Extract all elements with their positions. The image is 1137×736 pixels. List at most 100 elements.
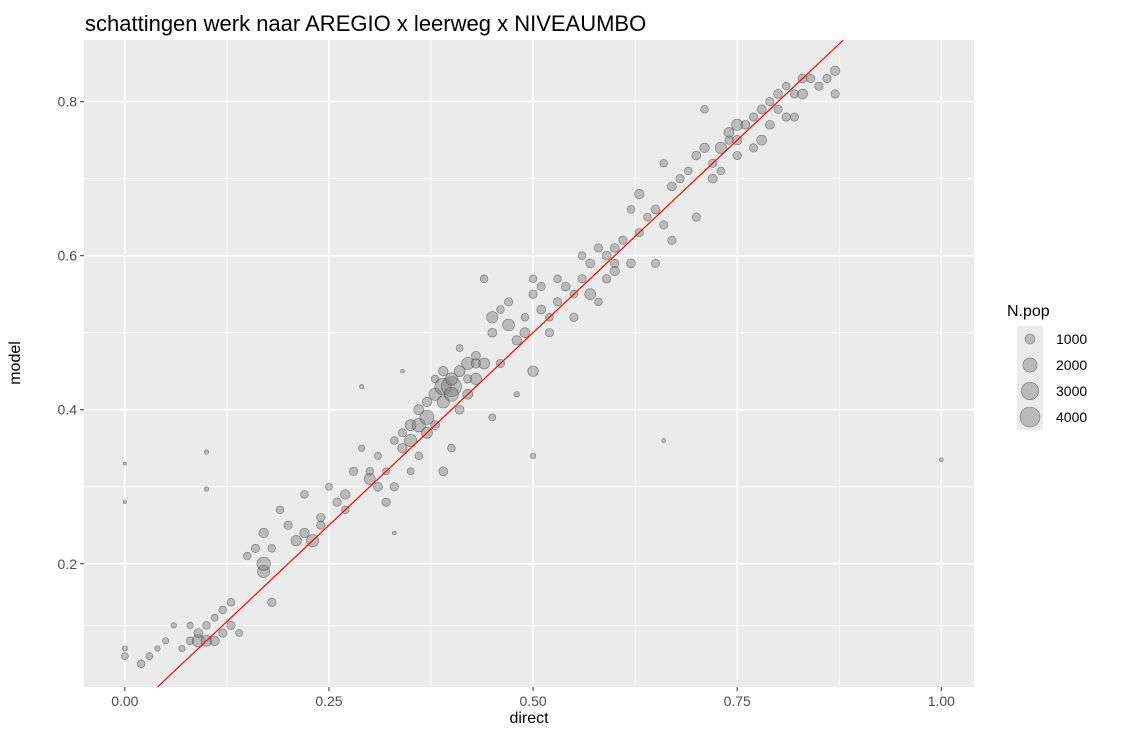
reference-line-identity bbox=[157, 39, 844, 688]
data-point bbox=[218, 628, 228, 638]
data-point bbox=[602, 274, 612, 284]
data-point bbox=[404, 419, 417, 431]
data-point bbox=[185, 636, 195, 645]
data-point bbox=[413, 404, 425, 416]
data-point bbox=[170, 622, 177, 629]
data-point bbox=[359, 384, 365, 390]
data-point bbox=[381, 497, 391, 507]
data-point bbox=[471, 351, 481, 361]
data-point bbox=[569, 312, 579, 322]
data-point bbox=[634, 189, 645, 200]
data-point bbox=[186, 621, 194, 629]
y-tick-label: 0.2 bbox=[58, 556, 78, 572]
data-point bbox=[389, 482, 399, 492]
data-point bbox=[406, 467, 415, 476]
data-points bbox=[120, 65, 944, 669]
data-point bbox=[789, 112, 799, 122]
data-point bbox=[210, 613, 219, 622]
data-point bbox=[756, 104, 767, 115]
data-point bbox=[397, 428, 407, 438]
data-point bbox=[528, 289, 538, 299]
legend-key-background bbox=[1017, 352, 1043, 378]
data-point bbox=[191, 634, 205, 648]
data-point bbox=[577, 251, 587, 260]
data-point bbox=[496, 305, 505, 314]
y-axis-ticks: 0.2 0.4 0.6 0.8 bbox=[58, 94, 84, 572]
data-point bbox=[226, 620, 236, 630]
x-tick-label: 0.25 bbox=[315, 693, 342, 709]
data-point bbox=[749, 143, 759, 153]
data-point bbox=[661, 438, 666, 443]
data-point bbox=[618, 235, 628, 245]
legend-key-circle bbox=[1019, 406, 1041, 428]
x-axis-label: direct bbox=[509, 710, 549, 727]
data-point bbox=[716, 166, 726, 176]
data-point bbox=[453, 365, 466, 377]
data-point bbox=[487, 327, 498, 338]
data-point bbox=[136, 659, 146, 669]
data-point bbox=[218, 605, 227, 615]
data-point bbox=[781, 112, 791, 122]
data-point bbox=[511, 335, 522, 346]
data-point bbox=[226, 598, 236, 607]
data-point bbox=[469, 372, 482, 385]
data-point bbox=[700, 105, 709, 114]
data-point bbox=[243, 551, 252, 561]
data-point bbox=[438, 366, 449, 377]
x-tick-label: 0.00 bbox=[111, 693, 138, 709]
legend-key-label: 1000 bbox=[1056, 331, 1087, 347]
data-point bbox=[258, 527, 269, 538]
y-axis-label: model bbox=[7, 341, 24, 385]
data-point bbox=[121, 645, 128, 652]
data-point bbox=[202, 621, 211, 630]
data-point bbox=[444, 386, 459, 402]
data-point bbox=[235, 629, 243, 637]
data-point bbox=[486, 311, 499, 324]
data-point bbox=[691, 150, 702, 161]
data-point bbox=[145, 652, 154, 661]
x-axis-ticks: 0.00 0.25 0.50 0.75 1.00 bbox=[111, 687, 955, 709]
data-point bbox=[358, 444, 366, 452]
data-point bbox=[675, 174, 685, 184]
data-point bbox=[707, 173, 718, 184]
data-point bbox=[397, 443, 408, 454]
data-point bbox=[502, 318, 515, 332]
data-point bbox=[723, 127, 735, 138]
data-point bbox=[365, 467, 374, 476]
data-point bbox=[740, 119, 751, 130]
minor-gridlines bbox=[84, 40, 974, 687]
data-point bbox=[332, 497, 342, 507]
data-point bbox=[520, 313, 530, 322]
data-point bbox=[714, 141, 727, 154]
data-point bbox=[536, 304, 547, 315]
data-point bbox=[400, 368, 405, 374]
data-point bbox=[203, 486, 210, 492]
data-point bbox=[527, 365, 539, 377]
data-point bbox=[290, 535, 302, 547]
data-point bbox=[340, 489, 351, 500]
data-point bbox=[504, 297, 514, 307]
data-point bbox=[162, 637, 170, 645]
data-point bbox=[939, 457, 944, 463]
data-point bbox=[392, 530, 397, 536]
data-point bbox=[544, 328, 554, 338]
data-point bbox=[122, 500, 127, 505]
data-point bbox=[438, 466, 449, 477]
data-point bbox=[267, 544, 276, 553]
data-point bbox=[650, 204, 661, 215]
x-tick-label: 1.00 bbox=[928, 693, 955, 709]
data-point bbox=[193, 628, 204, 638]
legend-key-label: 3000 bbox=[1056, 383, 1087, 399]
data-point bbox=[577, 274, 587, 284]
data-point bbox=[257, 565, 271, 578]
data-point bbox=[830, 65, 841, 76]
data-point bbox=[609, 243, 620, 253]
data-point bbox=[283, 520, 293, 530]
data-point bbox=[479, 274, 489, 283]
x-tick-label: 0.75 bbox=[724, 693, 751, 709]
data-point bbox=[421, 396, 432, 408]
data-point bbox=[601, 250, 612, 261]
legend-key-circle bbox=[1024, 333, 1036, 345]
data-point bbox=[178, 645, 186, 652]
